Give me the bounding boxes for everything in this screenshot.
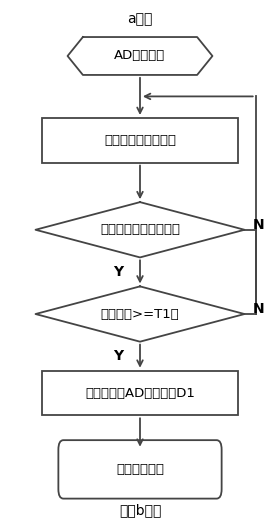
Text: 单片机模数转换过程: 单片机模数转换过程: [104, 134, 176, 147]
Text: 单片机数模转换完成？: 单片机数模转换完成？: [100, 223, 180, 236]
Text: 读取单片机AD转换结果D1: 读取单片机AD转换结果D1: [85, 386, 195, 400]
Text: 数字信号处理: 数字信号处理: [116, 463, 164, 476]
Text: AD采样开始: AD采样开始: [114, 50, 166, 62]
Text: Y: Y: [113, 349, 123, 363]
Text: N: N: [253, 302, 264, 316]
Text: a阶段: a阶段: [127, 12, 153, 26]
Bar: [43, 371, 237, 416]
Polygon shape: [67, 37, 213, 75]
Text: 进入b阶段: 进入b阶段: [119, 504, 161, 517]
Polygon shape: [36, 286, 244, 342]
Polygon shape: [36, 202, 244, 258]
Text: Y: Y: [113, 265, 123, 279]
Bar: [43, 118, 237, 163]
Text: N: N: [253, 218, 264, 231]
FancyBboxPatch shape: [58, 440, 222, 498]
Text: 间隔时间>=T1？: 间隔时间>=T1？: [101, 307, 179, 320]
